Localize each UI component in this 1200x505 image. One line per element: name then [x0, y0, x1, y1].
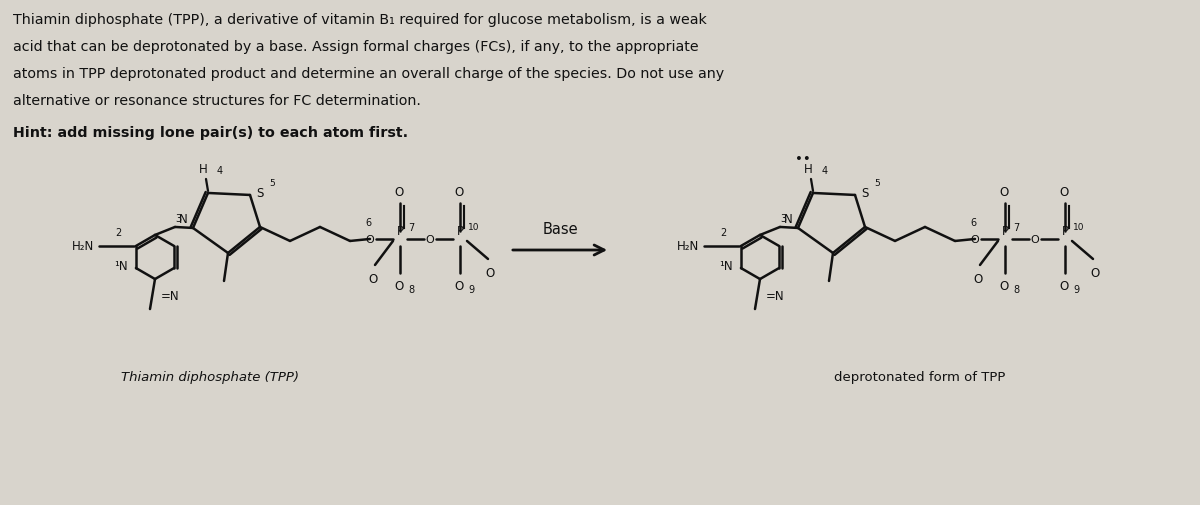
Text: alternative or resonance structures for FC determination.: alternative or resonance structures for …	[13, 94, 421, 108]
Text: 4: 4	[217, 166, 223, 176]
Text: O: O	[485, 267, 494, 279]
Text: 10: 10	[468, 223, 480, 232]
Text: P: P	[1002, 225, 1008, 237]
Text: =N: =N	[766, 289, 785, 302]
Text: O: O	[1091, 267, 1099, 279]
Text: 9: 9	[1073, 284, 1079, 294]
Text: N: N	[179, 213, 188, 226]
Text: O: O	[455, 186, 463, 198]
Text: 7: 7	[408, 223, 414, 232]
Text: O: O	[973, 272, 983, 285]
Text: H₂N: H₂N	[677, 240, 698, 253]
Text: 10: 10	[1073, 223, 1085, 232]
Text: 6: 6	[365, 218, 371, 228]
Text: 9: 9	[468, 284, 474, 294]
Text: acid that can be deprotonated by a base. Assign formal charges (FCs), if any, to: acid that can be deprotonated by a base.…	[13, 40, 698, 54]
Text: O: O	[971, 234, 979, 244]
Text: O: O	[395, 279, 403, 292]
Text: S: S	[862, 187, 869, 200]
Text: 4: 4	[822, 166, 828, 176]
Text: 3: 3	[175, 214, 181, 224]
Text: 3: 3	[780, 214, 786, 224]
Text: deprotonated form of TPP: deprotonated form of TPP	[834, 370, 1006, 383]
Text: 5: 5	[269, 179, 275, 187]
Text: 8: 8	[1013, 284, 1019, 294]
Text: O: O	[395, 186, 403, 198]
Text: ¹N: ¹N	[719, 259, 733, 272]
Text: Hint: add missing lone pair(s) to each atom first.: Hint: add missing lone pair(s) to each a…	[13, 126, 408, 140]
Text: 8: 8	[408, 284, 414, 294]
Text: 5: 5	[874, 179, 880, 187]
Text: O: O	[1000, 279, 1009, 292]
Text: Thiamin diphosphate (TPP): Thiamin diphosphate (TPP)	[121, 370, 299, 383]
Text: S: S	[256, 187, 263, 200]
Text: O: O	[1000, 186, 1009, 198]
Text: O: O	[1031, 234, 1039, 244]
Text: =N: =N	[161, 289, 180, 302]
Text: O: O	[455, 279, 463, 292]
Text: O: O	[426, 234, 434, 244]
Text: 6: 6	[970, 218, 976, 228]
Text: O: O	[366, 234, 374, 244]
Text: P: P	[1062, 225, 1068, 237]
Text: O: O	[368, 272, 378, 285]
Text: 7: 7	[1013, 223, 1019, 232]
Text: atoms in TPP deprotonated product and determine an overall charge of the species: atoms in TPP deprotonated product and de…	[13, 67, 724, 81]
Text: O: O	[1060, 279, 1069, 292]
Text: ••: ••	[796, 153, 811, 166]
Text: O: O	[1060, 186, 1069, 198]
Text: H₂N: H₂N	[72, 240, 94, 253]
Text: H: H	[199, 163, 208, 176]
Text: H: H	[804, 163, 812, 176]
Text: Thiamin diphosphate (TPP), a derivative of vitamin B₁ required for glucose metab: Thiamin diphosphate (TPP), a derivative …	[13, 13, 707, 27]
Text: Base: Base	[542, 222, 578, 236]
Text: 2: 2	[720, 228, 726, 237]
Text: P: P	[396, 225, 403, 237]
Text: 2: 2	[115, 228, 121, 237]
Text: ¹N: ¹N	[114, 259, 128, 272]
Text: P: P	[456, 225, 463, 237]
Text: N: N	[785, 213, 793, 226]
